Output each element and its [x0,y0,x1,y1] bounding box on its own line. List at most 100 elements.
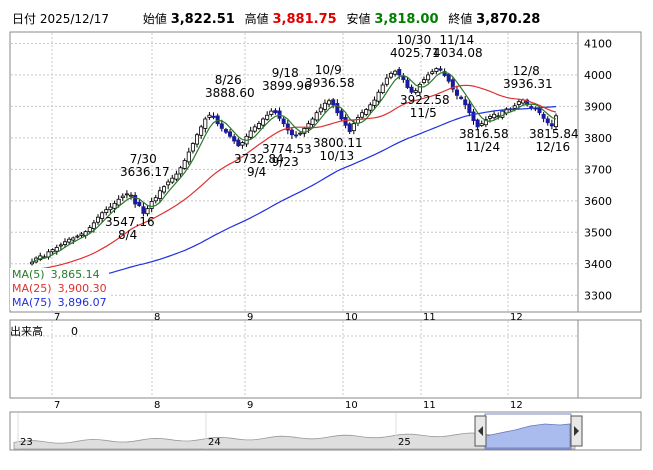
annotation-value: 3922.58 [400,93,450,107]
candle-body [129,194,134,197]
candle-body [38,255,43,260]
candle-body [112,202,117,209]
annotation-date: 8/4 [118,228,137,242]
annotation-date: 10/9 [315,63,342,77]
candle-body [327,100,332,105]
annotation-value: 3936.31 [503,77,553,91]
candle-body [393,70,398,75]
candle-body [421,79,426,83]
y-tick-label: 3900 [584,100,612,113]
y-tick-label: 3600 [584,195,612,208]
candle-body [335,103,340,114]
high-label: 高値 [244,12,269,26]
annotation-value: 3899.96 [262,79,312,93]
ma75-value: 3,896.07 [57,296,107,309]
candle-body [446,74,451,82]
candle-body [434,68,439,72]
candle-body [133,194,138,205]
candle-body [459,96,464,99]
candle-body [339,110,344,120]
candle-body [203,118,208,129]
navigator-year-label: 25 [398,437,411,448]
ma5-line [31,71,557,263]
candle-body [79,233,84,236]
candle-body [331,99,336,106]
candle-body [450,79,455,90]
candle-body [314,112,319,121]
candle-body [277,110,282,119]
candle-body [306,123,311,130]
ma5-label: MA(5) [12,268,45,281]
candle-body [475,119,480,128]
annotation-value: 3800.11 [313,136,363,150]
candle-body [137,201,142,206]
month-label: 12 [510,312,523,323]
candle-body [108,206,113,211]
candle-body [190,143,195,152]
candle-body [463,99,468,106]
high-value: 3,881.75 [272,12,337,27]
legend-ma5: MA(5) 3,865.14 [12,268,107,282]
y-tick-label: 3500 [584,226,612,239]
candle-body [487,116,492,119]
candle-body [252,126,257,132]
candle-body [240,142,245,146]
ma25-value: 3,900.30 [57,282,107,295]
annotation-date: 7/30 [130,152,157,166]
annotation-date: 9/18 [272,66,299,80]
candle-body [541,113,546,119]
candle-body [166,181,171,186]
candle-body [96,216,101,223]
annotation-date: 8/26 [215,73,242,87]
annotation-date: 9/23 [272,155,299,169]
candle-body [281,118,286,125]
annotation-date: 11/24 [466,140,501,154]
candle-body [405,79,410,88]
candle-body [54,247,59,252]
month-label: 7 [54,312,60,323]
candle-body [380,84,385,94]
candle-body [545,118,550,124]
candle-body [67,238,72,243]
annotation-date: 12/8 [513,64,540,78]
y-tick-label: 3800 [584,132,612,145]
candle-body [174,173,179,180]
candle-body [430,71,435,74]
navigator-year-label: 23 [20,437,33,448]
candle-body [372,99,377,106]
annotation-value: 3636.17 [120,165,170,179]
candle-body [397,69,402,76]
y-tick-label: 3700 [584,163,612,176]
legend-ma75: MA(75) 3,896.07 [12,296,107,310]
month-label-bottom: 12 [510,400,523,411]
navigator-frame [9,411,642,451]
open-label: 始値 [142,12,167,26]
candle-body [401,76,406,81]
candle-body [409,86,414,93]
candle-body [351,123,356,132]
open-value: 3,822.51 [170,12,235,27]
candle-body [223,129,228,133]
volume-panel-label: 出来高 0 [10,323,78,339]
candle-body [554,115,559,128]
candle-body [256,122,261,129]
candle-body [195,134,200,145]
month-label: 9 [247,312,253,323]
candle-body [479,123,484,126]
candle-body [104,209,109,213]
candle-body [91,222,96,229]
date-label: 日付 [12,12,37,26]
candle-body [388,72,393,78]
ma75-line [31,106,557,287]
annotation-value: 3936.58 [305,76,355,90]
candle-body [355,117,360,124]
annotation-value: 3816.58 [459,127,509,141]
candle-body [454,89,459,96]
candle-body [294,134,299,137]
close-label: 終値 [448,12,473,26]
y-tick-label: 3300 [584,289,612,302]
candle-body [75,235,80,238]
candle-body [471,111,476,121]
candle-body [236,139,241,147]
